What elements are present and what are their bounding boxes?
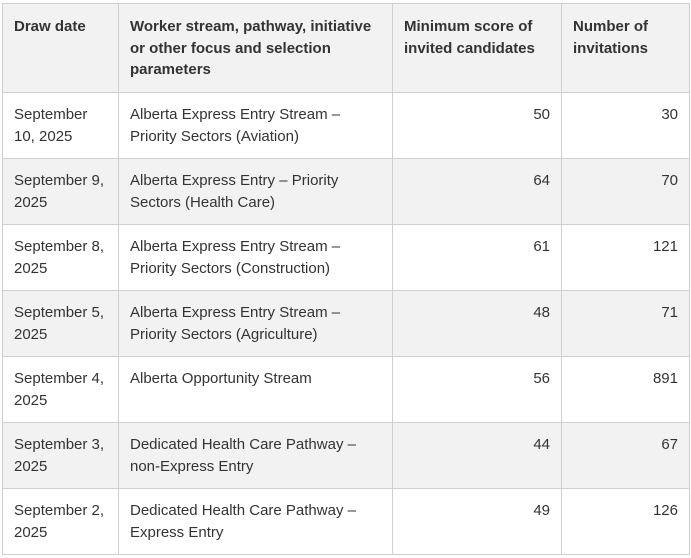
header-stream: Worker stream, pathway, initiative or ot… <box>118 3 393 93</box>
cell-stream: Alberta Express Entry Stream – Priority … <box>118 290 393 357</box>
header-row: Draw date Worker stream, pathway, initia… <box>2 3 690 93</box>
cell-invitations: 67 <box>561 422 690 489</box>
cell-minimum-score: 61 <box>392 224 562 291</box>
draws-table: Draw date Worker stream, pathway, initia… <box>2 3 690 555</box>
table-row: September 9, 2025 Alberta Express Entry … <box>2 158 690 225</box>
table-row: September 4, 2025 Alberta Opportunity St… <box>2 356 690 423</box>
cell-invitations: 891 <box>561 356 690 423</box>
cell-stream: Dedicated Health Care Pathway – Express … <box>118 488 393 555</box>
cell-stream: Dedicated Health Care Pathway – non-Expr… <box>118 422 393 489</box>
cell-minimum-score: 49 <box>392 488 562 555</box>
table-body: September 10, 2025 Alberta Express Entry… <box>2 92 690 555</box>
table-header: Draw date Worker stream, pathway, initia… <box>2 3 690 93</box>
table-row: September 8, 2025 Alberta Express Entry … <box>2 224 690 291</box>
cell-invitations: 71 <box>561 290 690 357</box>
table-row: September 5, 2025 Alberta Express Entry … <box>2 290 690 357</box>
cell-draw-date: September 2, 2025 <box>2 488 119 555</box>
cell-draw-date: September 5, 2025 <box>2 290 119 357</box>
cell-stream: Alberta Opportunity Stream <box>118 356 393 423</box>
cell-invitations: 126 <box>561 488 690 555</box>
cell-invitations: 121 <box>561 224 690 291</box>
cell-draw-date: September 10, 2025 <box>2 92 119 159</box>
cell-draw-date: September 9, 2025 <box>2 158 119 225</box>
header-draw-date: Draw date <box>2 3 119 93</box>
header-minimum-score: Minimum score of invited candidates <box>392 3 562 93</box>
cell-draw-date: September 3, 2025 <box>2 422 119 489</box>
cell-stream: Alberta Express Entry – Priority Sectors… <box>118 158 393 225</box>
table-row: September 10, 2025 Alberta Express Entry… <box>2 92 690 159</box>
header-invitations: Number of invitations <box>561 3 690 93</box>
cell-minimum-score: 48 <box>392 290 562 357</box>
cell-minimum-score: 50 <box>392 92 562 159</box>
cell-stream: Alberta Express Entry Stream – Priority … <box>118 92 393 159</box>
cell-draw-date: September 8, 2025 <box>2 224 119 291</box>
cell-minimum-score: 56 <box>392 356 562 423</box>
cell-invitations: 70 <box>561 158 690 225</box>
cell-minimum-score: 64 <box>392 158 562 225</box>
cell-minimum-score: 44 <box>392 422 562 489</box>
cell-draw-date: September 4, 2025 <box>2 356 119 423</box>
table-row: September 3, 2025 Dedicated Health Care … <box>2 422 690 489</box>
table-row: September 2, 2025 Dedicated Health Care … <box>2 488 690 555</box>
cell-stream: Alberta Express Entry Stream – Priority … <box>118 224 393 291</box>
cell-invitations: 30 <box>561 92 690 159</box>
